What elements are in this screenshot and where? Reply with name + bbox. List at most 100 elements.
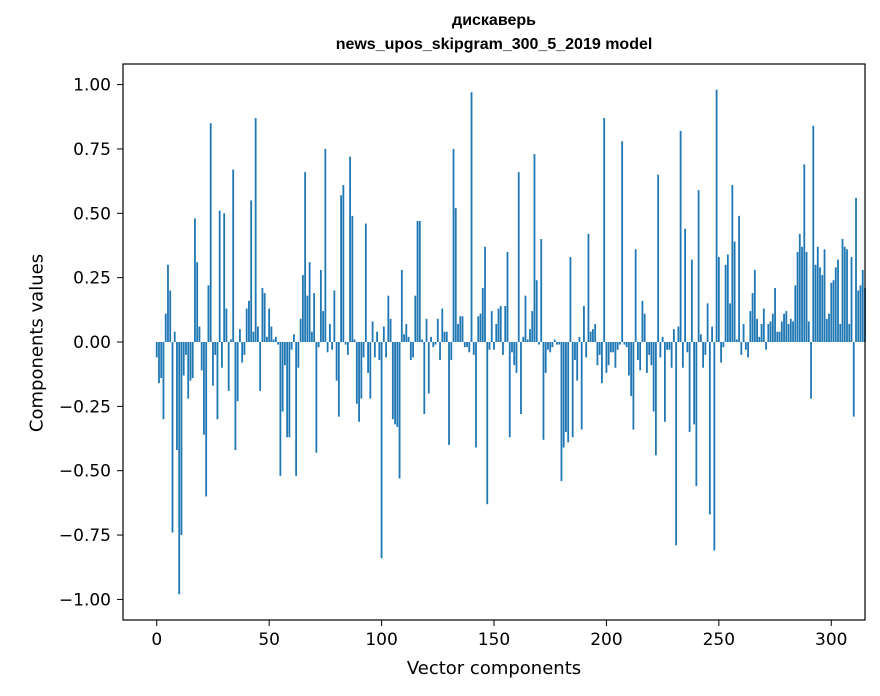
bar	[601, 342, 603, 384]
bar	[540, 239, 543, 342]
bar	[369, 342, 372, 399]
bar	[268, 308, 271, 342]
bar	[731, 184, 734, 342]
x-tick-label: 100	[365, 630, 397, 650]
bar	[209, 123, 212, 342]
bar	[861, 269, 864, 342]
bar	[223, 213, 226, 342]
bar	[479, 313, 482, 342]
bar	[342, 184, 345, 342]
bar	[605, 342, 608, 373]
bar	[333, 290, 336, 342]
y-tick-label: −0.75	[59, 526, 111, 546]
bar	[355, 342, 358, 404]
bar	[661, 336, 664, 342]
bar	[675, 342, 678, 546]
bar	[322, 311, 325, 342]
bar	[407, 336, 410, 342]
bar	[423, 342, 426, 415]
bar	[778, 331, 781, 342]
bar	[513, 342, 516, 366]
bar	[767, 323, 770, 342]
bar	[364, 223, 367, 342]
bar	[693, 342, 696, 425]
bar	[187, 342, 190, 399]
bar	[362, 342, 365, 358]
bar	[832, 280, 835, 342]
bar	[425, 318, 428, 342]
bar	[756, 318, 758, 342]
bar	[816, 246, 819, 342]
bar	[632, 342, 635, 430]
bar	[796, 251, 799, 342]
bar	[463, 342, 466, 348]
bar	[279, 342, 282, 476]
bar-series	[155, 89, 866, 595]
bar	[596, 342, 599, 366]
bar	[400, 269, 403, 342]
bar	[812, 125, 815, 342]
bar	[283, 342, 286, 366]
bar	[634, 249, 637, 342]
bar	[695, 342, 698, 487]
bar	[178, 342, 181, 595]
bar	[380, 342, 383, 559]
bar	[578, 336, 581, 342]
y-tick-label: 0.00	[73, 333, 111, 353]
bar	[553, 339, 556, 342]
bar	[744, 342, 747, 350]
bar	[639, 342, 642, 371]
bar	[506, 251, 509, 342]
bar	[441, 308, 444, 342]
bar	[448, 342, 450, 445]
bar	[335, 342, 338, 381]
bar	[454, 208, 457, 342]
bar	[562, 342, 565, 448]
bar	[668, 342, 671, 350]
bar	[524, 295, 527, 342]
bar	[542, 342, 545, 440]
bar	[367, 342, 369, 373]
bar	[277, 342, 280, 345]
bar	[248, 300, 250, 342]
bar	[266, 336, 268, 342]
bar	[403, 334, 405, 342]
bar	[594, 323, 597, 342]
bar	[533, 154, 536, 342]
bar	[738, 215, 740, 342]
y-tick-label: 1.00	[73, 76, 111, 96]
bar	[628, 342, 630, 376]
bar	[250, 200, 253, 342]
bar	[259, 342, 262, 391]
bar	[823, 249, 826, 342]
bar	[508, 342, 511, 438]
bar	[232, 169, 235, 342]
bar	[373, 342, 376, 358]
bar	[805, 251, 808, 342]
bar	[740, 342, 743, 355]
bar	[641, 300, 644, 342]
bar	[659, 342, 662, 358]
x-tick-label: 250	[703, 630, 735, 650]
bar	[346, 342, 349, 355]
bar	[717, 257, 720, 342]
bar	[515, 342, 518, 373]
bar	[275, 336, 277, 342]
bar	[837, 259, 839, 342]
bar	[544, 342, 547, 373]
bar	[452, 148, 455, 342]
y-tick-label: −0.25	[59, 397, 111, 417]
bar	[434, 342, 437, 345]
bar	[295, 342, 298, 476]
bar	[859, 285, 862, 342]
bar	[176, 342, 178, 451]
bar	[349, 156, 351, 342]
bar	[843, 246, 846, 342]
bar	[414, 295, 417, 342]
bar	[670, 342, 673, 368]
bar	[301, 275, 304, 342]
bar	[681, 342, 684, 368]
bar	[522, 336, 525, 342]
bar	[331, 342, 334, 350]
bar	[430, 336, 432, 342]
